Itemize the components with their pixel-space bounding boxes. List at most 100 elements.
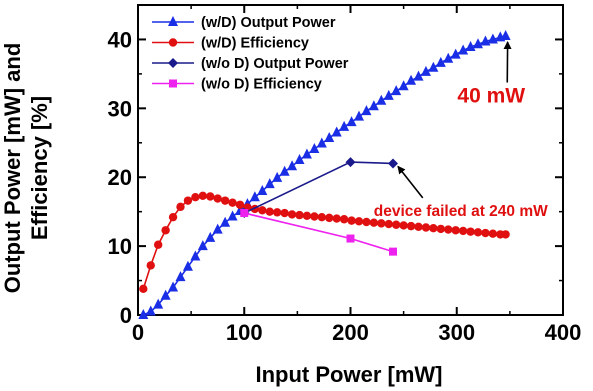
data-point xyxy=(228,198,237,207)
annotation-1: 40 mW xyxy=(457,41,525,107)
data-point xyxy=(391,220,401,229)
legend-label: (w/D) Output Power xyxy=(201,15,336,31)
data-point xyxy=(428,61,439,72)
legend-marker xyxy=(168,16,178,26)
y-tick-label: 30 xyxy=(108,96,132,121)
data-point xyxy=(257,185,268,195)
data-point xyxy=(354,217,364,226)
data-point xyxy=(346,116,357,127)
annotation-2: device failed at 240 mW xyxy=(374,165,548,220)
data-point xyxy=(324,131,335,142)
data-point xyxy=(301,148,312,159)
data-point xyxy=(399,221,408,230)
series-layer xyxy=(138,30,511,319)
y-tick-label: 40 xyxy=(108,27,132,52)
data-point xyxy=(138,309,149,319)
legend-marker xyxy=(168,58,178,68)
data-point xyxy=(369,218,379,227)
data-point xyxy=(361,105,372,116)
data-point xyxy=(339,215,349,224)
legend-marker xyxy=(168,38,178,47)
data-point xyxy=(227,210,238,221)
legend-label: (w/o D) Efficiency xyxy=(201,77,322,93)
data-point xyxy=(345,157,356,168)
data-point xyxy=(146,261,155,270)
y-tick-label: 0 xyxy=(120,303,132,328)
data-point xyxy=(413,70,424,81)
legend-marker xyxy=(169,79,177,88)
x-axis-label: Input Power [mW] xyxy=(256,362,443,387)
data-point xyxy=(264,178,275,189)
data-point xyxy=(501,230,510,239)
x-tick-label: 0 xyxy=(132,320,144,345)
data-point xyxy=(272,208,282,217)
legend: (w/D) Output Power (w/D) Efficiency (w/o D… xyxy=(152,15,349,93)
data-point xyxy=(302,211,312,220)
data-point xyxy=(272,171,283,182)
data-point xyxy=(197,240,208,251)
data-point xyxy=(198,191,208,201)
x-tick-label: 200 xyxy=(332,320,369,345)
data-point xyxy=(182,260,193,271)
data-point xyxy=(287,210,297,219)
data-point xyxy=(500,30,511,40)
data-point xyxy=(294,154,305,164)
data-point xyxy=(183,196,193,205)
data-point xyxy=(436,224,446,234)
data-point xyxy=(240,209,249,218)
data-point xyxy=(389,247,397,256)
data-point xyxy=(458,226,468,236)
data-point xyxy=(153,298,164,309)
data-point xyxy=(325,213,334,223)
data-point xyxy=(220,196,230,205)
data-point xyxy=(249,191,260,202)
series-line xyxy=(142,35,506,316)
series-4 xyxy=(240,209,397,256)
data-point xyxy=(391,85,402,96)
data-point xyxy=(190,250,201,261)
data-point xyxy=(414,222,423,232)
data-point xyxy=(205,231,216,242)
data-point xyxy=(206,192,215,201)
data-point xyxy=(168,281,179,292)
data-point xyxy=(309,142,320,153)
y-axis-label-line-2: Efficiency [%] xyxy=(27,96,52,240)
data-point xyxy=(481,228,490,238)
data-point xyxy=(331,126,342,137)
data-point xyxy=(332,214,341,223)
data-point xyxy=(139,284,148,294)
data-point xyxy=(473,38,483,49)
y-axis-label: Output Power [mW] and Efficiency [%] xyxy=(0,43,52,294)
data-point xyxy=(421,223,431,232)
data-point xyxy=(429,224,438,233)
data-point xyxy=(398,80,409,91)
data-point xyxy=(368,100,379,111)
series-1 xyxy=(138,30,511,319)
data-point xyxy=(487,33,498,44)
series-2 xyxy=(139,191,510,294)
data-point xyxy=(383,89,394,100)
data-point xyxy=(443,52,454,63)
data-point xyxy=(145,305,156,316)
data-point xyxy=(354,110,364,121)
legend-label: (w/o D) Output Power xyxy=(201,56,349,72)
data-point xyxy=(444,225,453,234)
data-point xyxy=(265,207,274,216)
data-point xyxy=(235,200,245,209)
data-point xyxy=(451,226,460,235)
y-tick-label: 20 xyxy=(108,165,132,190)
data-point xyxy=(384,219,393,229)
data-point xyxy=(213,194,222,203)
data-point xyxy=(191,193,200,202)
data-point xyxy=(450,48,461,59)
data-point xyxy=(466,227,475,236)
data-point xyxy=(473,228,483,237)
data-point xyxy=(347,216,356,225)
data-point xyxy=(458,44,469,55)
data-point xyxy=(435,56,446,67)
data-point xyxy=(295,210,304,220)
data-point xyxy=(376,94,387,105)
data-point xyxy=(258,206,267,215)
legend-entry-3: (w/o D) Output Power xyxy=(152,56,349,72)
data-point xyxy=(280,208,289,218)
